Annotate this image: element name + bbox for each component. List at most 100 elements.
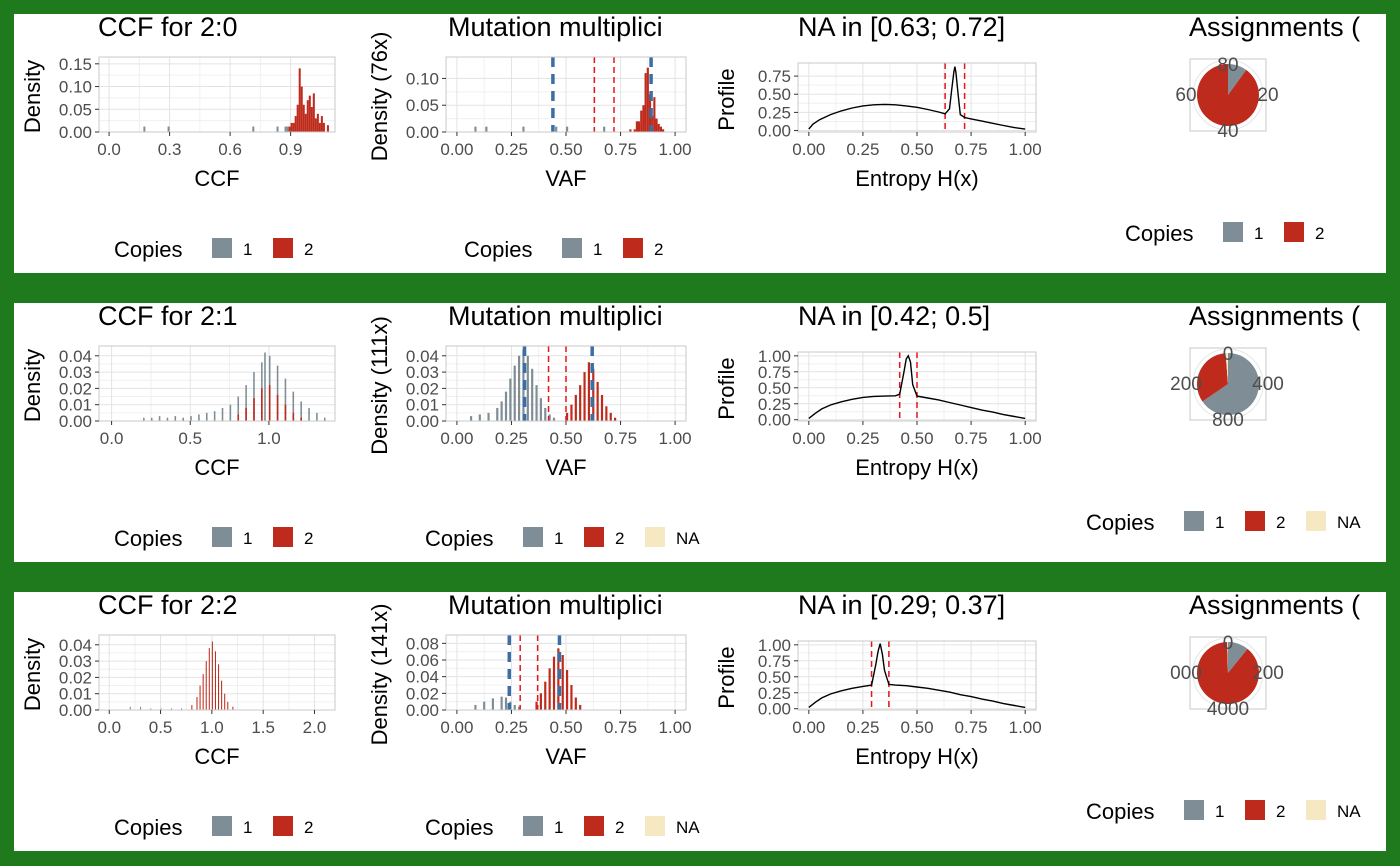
ccf-bar-copies-2	[208, 648, 210, 710]
ccf-y-axis-label: Density	[20, 60, 45, 133]
ent-x-tick-label: 0.50	[900, 429, 933, 448]
vaf-bar-copies-2	[659, 126, 662, 132]
ccf-bar-copies-2	[298, 68, 301, 132]
ccf-panel: CCF for 2:20.0 0.5 1.0 1.5 2.00.000.010.020.…	[20, 592, 336, 769]
pie-tick-label: 40	[1217, 121, 1238, 142]
ccf-legend-swatch-1	[212, 527, 232, 547]
vaf-legend: Copies 1 2 NA	[425, 526, 700, 551]
vaf-panel: Mutation multiplici 0.00 0.25 0.50 0.75 1.00 0…	[367, 592, 692, 769]
ccf-bar-copies-1	[213, 411, 216, 421]
vaf-x-tick-label: 1.00	[659, 429, 692, 448]
vaf-bar-copies-1	[491, 698, 494, 710]
vaf-bar-copies-1	[555, 126, 558, 132]
ccf-x-tick-label: 0.0	[100, 429, 124, 448]
vaf-bar-copies-2	[651, 115, 654, 132]
ccf-title: CCF for 2:2	[98, 592, 238, 620]
karyotype-row-2-2: CCF for 2:2 0.0 0.5 1.0 1.5 2.0 0.00 0.01 0.02 0.…	[14, 592, 1386, 851]
pie-legend-swatch-1	[1223, 222, 1243, 242]
vaf-bar-copies-2	[614, 417, 617, 421]
ccf-bar-copies-2	[218, 664, 220, 710]
ent-y-tick-label: 0.00	[758, 411, 791, 430]
ent-x-tick-label: 0.50	[900, 718, 933, 737]
vaf-x-tick-label: 0.25	[495, 429, 528, 448]
ent-y-tick-label: 0.00	[758, 122, 791, 141]
vaf-legend-swatch-2	[623, 238, 643, 258]
ent-y-axis-label: Profile	[714, 68, 739, 130]
pie-slice-copies-1	[1228, 642, 1248, 673]
pie-legend-label-1: 1	[1215, 802, 1224, 821]
ccf-legend-label-2: 2	[304, 240, 313, 259]
vaf-bar-copies-2	[544, 681, 547, 710]
ent-panel: NA in [0.63; 0.72]0.00 0.25 0.50 0.75 1.000.…	[714, 14, 1042, 191]
ccf-panel: CCF for 2:1 0.0 0.5 1.0 0.000.010.020.030.04…	[20, 303, 336, 480]
entropy-profile-line	[808, 643, 1026, 709]
ent-y-axis-label: Profile	[714, 357, 739, 419]
ccf-bar-copies-2	[205, 661, 207, 710]
ccf-x-tick-label: 1.5	[251, 718, 275, 737]
pie-title: Assignments (	[1189, 14, 1360, 42]
vaf-legend: Copies 1 2 NA	[425, 815, 700, 840]
vaf-bar-copies-1	[478, 414, 481, 421]
vaf-legend-label-1: 1	[554, 529, 563, 548]
vaf-y-tick-label: 0.10	[406, 69, 439, 88]
ccf-x-axis-label: CCF	[194, 744, 239, 769]
ccf-bar-copies-2	[191, 705, 193, 710]
ccf-bar-copies-1	[150, 708, 152, 710]
vaf-legend-swatch-NA	[645, 816, 665, 836]
pie-tick-label: 200	[1170, 374, 1202, 395]
vaf-legend-label-NA: NA	[676, 818, 700, 837]
ccf-bar-copies-2	[202, 674, 204, 710]
pie-legend-label-2: 2	[1276, 513, 1285, 532]
ent-title: NA in [0.42; 0.5]	[798, 303, 990, 331]
vaf-bar-copies-1	[500, 401, 503, 421]
ccf-bar-copies-1	[166, 417, 169, 421]
ccf-bar-copies-2	[290, 122, 293, 132]
ccf-title: CCF for 2:0	[98, 14, 238, 42]
vaf-bar-copies-2	[552, 656, 556, 710]
ccf-bar-copies-1	[264, 352, 266, 421]
vaf-bar-copies-1	[474, 126, 477, 132]
vaf-y-axis-label: Density (76x)	[367, 32, 392, 162]
ccf-bar-copies-2	[320, 116, 323, 132]
vaf-bar-copies-2	[561, 655, 564, 710]
ent-x-axis-label: Entropy H(x)	[855, 455, 978, 480]
vaf-bar-copies-2	[646, 67, 649, 132]
ccf-bar-copies-2	[232, 706, 234, 710]
karyotype-panel-2-2: CCF for 2:20.0 0.5 1.0 1.5 2.00.000.010.020.…	[20, 592, 1361, 840]
vaf-y-tick-label: 0.00	[406, 412, 439, 431]
ccf-bar-copies-1	[190, 416, 192, 421]
ccf-x-axis-label: CCF	[194, 166, 239, 191]
ent-panel: NA in [0.29; 0.37]0.00 0.25 0.50 0.75 1.000.…	[714, 592, 1042, 769]
vaf-title: Mutation multiplici	[448, 303, 663, 331]
pie-slice-copies-1	[1228, 64, 1247, 95]
ccf-y-axis-label: Density	[20, 349, 45, 422]
vaf-y-axis-label: Density (141x)	[367, 604, 392, 746]
ccf-legend-label-2: 2	[304, 818, 313, 837]
ccf-legend-label-1: 1	[243, 818, 252, 837]
pie-slice-copies-1	[1202, 353, 1259, 415]
ccf-y-tick-label: 0.01	[59, 685, 92, 704]
ccf-panel-border	[98, 56, 336, 133]
ccf-bar-copies-2	[227, 701, 229, 710]
vaf-x-axis-label: VAF	[545, 166, 586, 191]
vaf-legend-title: Copies	[425, 526, 493, 551]
ent-panel: NA in [0.42; 0.5]0.00 0.25 0.50 0.75 1.000.0…	[714, 303, 1042, 480]
vaf-x-axis-label: VAF	[545, 744, 586, 769]
vaf-legend-swatch-NA	[645, 527, 665, 547]
vaf-title: Mutation multiplici	[448, 592, 663, 620]
ent-title: NA in [0.29; 0.37]	[798, 592, 1005, 620]
ent-x-tick-label: 0.00	[792, 718, 825, 737]
ent-y-tick-label: 0.00	[758, 700, 791, 719]
ccf-legend-swatch-2	[273, 816, 293, 836]
ccf-y-tick-label: 0.10	[59, 78, 92, 97]
vaf-bar-copies-1	[504, 391, 508, 421]
ccf-bar-copies-2	[288, 126, 291, 132]
ccf-bar-copies-2	[224, 693, 226, 710]
ccf-bar-copies-2	[221, 680, 223, 710]
ccf-x-tick-label: 0.3	[158, 140, 182, 159]
vaf-x-tick-label: 0.50	[549, 140, 582, 159]
pie-tick-label: 400	[1252, 374, 1284, 395]
ccf-bar-copies-1	[182, 417, 184, 421]
vaf-y-tick-label: 0.02	[406, 379, 439, 398]
ccf-x-tick-label: 0.5	[178, 429, 202, 448]
